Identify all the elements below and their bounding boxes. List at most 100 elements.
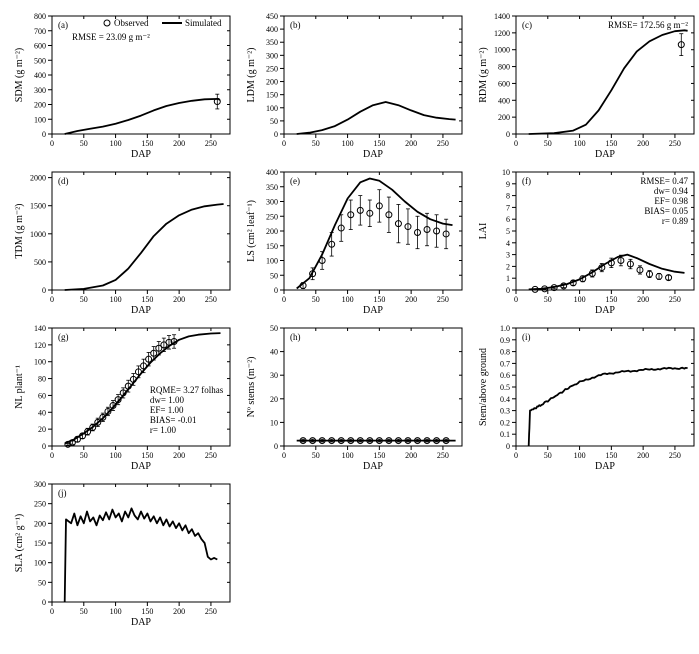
svg-text:0: 0: [282, 295, 286, 304]
simulated-line: [529, 368, 688, 446]
svg-text:250: 250: [669, 139, 681, 148]
svg-text:450: 450: [266, 12, 278, 21]
xlabel: DAP: [363, 305, 383, 316]
svg-text:30: 30: [270, 371, 278, 380]
svg-text:250: 250: [437, 295, 449, 304]
svg-text:50: 50: [312, 451, 320, 460]
svg-text:250: 250: [205, 139, 217, 148]
svg-text:5: 5: [506, 227, 510, 236]
svg-text:800: 800: [498, 63, 510, 72]
svg-text:200: 200: [173, 451, 185, 460]
svg-text:250: 250: [669, 295, 681, 304]
svg-text:2: 2: [506, 262, 510, 271]
svg-text:150: 150: [266, 242, 278, 251]
annotation: r= 0.89: [662, 216, 689, 226]
svg-text:200: 200: [405, 295, 417, 304]
svg-text:50: 50: [544, 139, 552, 148]
svg-text:100: 100: [266, 257, 278, 266]
svg-text:9: 9: [506, 180, 510, 189]
svg-text:20: 20: [38, 425, 46, 434]
svg-text:50: 50: [80, 607, 88, 616]
panel-wrapper-g: 050100150200250020406080100120140DAPNL p…: [10, 322, 236, 472]
svg-text:50: 50: [80, 139, 88, 148]
legend-simulated-label: Simulated: [185, 18, 222, 28]
svg-text:7: 7: [506, 203, 510, 212]
svg-text:700: 700: [34, 27, 46, 36]
xlabel: DAP: [131, 305, 151, 316]
svg-text:0: 0: [506, 130, 510, 139]
svg-text:100: 100: [574, 139, 586, 148]
svg-text:0: 0: [506, 286, 510, 295]
svg-text:200: 200: [405, 451, 417, 460]
simulated-line: [297, 179, 453, 289]
svg-text:1500: 1500: [30, 202, 46, 211]
svg-text:100: 100: [34, 559, 46, 568]
xlabel: DAP: [363, 461, 383, 472]
panel-j: 050100150200250050100150200250300DAPSLA …: [10, 478, 236, 628]
panel-a: 0501001502002500100200300400500600700800…: [10, 10, 236, 160]
panel-letter: (h): [290, 332, 301, 342]
svg-text:200: 200: [266, 227, 278, 236]
panel-wrapper-b: 0501001502002500501001502002503003504004…: [242, 10, 468, 160]
svg-text:250: 250: [669, 451, 681, 460]
svg-text:250: 250: [437, 139, 449, 148]
svg-text:10: 10: [502, 168, 510, 177]
svg-text:300: 300: [34, 480, 46, 489]
svg-text:120: 120: [34, 341, 46, 350]
ylabel: SLA (cm² g⁻¹): [14, 514, 25, 573]
svg-text:0.3: 0.3: [500, 407, 510, 416]
svg-text:0: 0: [514, 451, 518, 460]
svg-text:8: 8: [506, 192, 510, 201]
panel-letter: (a): [58, 20, 68, 30]
svg-text:250: 250: [266, 64, 278, 73]
svg-text:250: 250: [266, 212, 278, 221]
panel-letter: (g): [58, 332, 69, 342]
annotation: RMSE = 23.09 g m⁻²: [72, 32, 150, 42]
svg-text:1: 1: [506, 274, 510, 283]
annotation: dw= 0.94: [654, 186, 689, 196]
svg-text:800: 800: [34, 12, 46, 21]
xlabel: DAP: [131, 149, 151, 160]
panel-wrapper-e: 050100150200250050100150200250300350400D…: [242, 166, 468, 316]
svg-text:150: 150: [605, 451, 617, 460]
svg-text:150: 150: [373, 451, 385, 460]
panel-b: 0501001502002500501001502002503003504004…: [242, 10, 468, 160]
annotation: RQME= 3.27 folhas: [150, 385, 224, 395]
svg-text:50: 50: [80, 451, 88, 460]
simulated-line: [65, 508, 218, 602]
panel-letter: (b): [290, 20, 301, 30]
svg-text:600: 600: [498, 79, 510, 88]
svg-text:350: 350: [266, 38, 278, 47]
annotation: dw= 1.00: [150, 395, 185, 405]
svg-text:100: 100: [574, 451, 586, 460]
svg-text:0: 0: [282, 451, 286, 460]
xlabel: DAP: [131, 461, 151, 472]
svg-text:400: 400: [498, 96, 510, 105]
svg-text:0: 0: [42, 442, 46, 451]
svg-text:100: 100: [342, 139, 354, 148]
svg-text:50: 50: [80, 295, 88, 304]
svg-text:150: 150: [605, 139, 617, 148]
xlabel: DAP: [131, 617, 151, 628]
svg-text:100: 100: [110, 451, 122, 460]
svg-text:150: 150: [34, 539, 46, 548]
xlabel: DAP: [595, 305, 615, 316]
svg-text:250: 250: [34, 500, 46, 509]
annotation: EF= 1.00: [150, 405, 184, 415]
plot-frame: [516, 328, 694, 446]
svg-text:250: 250: [205, 607, 217, 616]
panel-c: 0501001502002500200400600800100012001400…: [474, 10, 699, 160]
simulated-line: [529, 30, 688, 134]
svg-text:600: 600: [34, 42, 46, 51]
svg-text:50: 50: [312, 295, 320, 304]
annotation: BIAS= 0.05: [644, 206, 688, 216]
svg-text:0: 0: [514, 295, 518, 304]
plot-frame: [284, 16, 462, 134]
panel-h: 05010015020025001020304050DAPNº stems (m…: [242, 322, 468, 472]
svg-text:0: 0: [50, 139, 54, 148]
annotation: RMSE= 172.56 g m⁻²: [608, 20, 688, 30]
svg-text:0: 0: [506, 442, 510, 451]
svg-text:150: 150: [605, 295, 617, 304]
svg-text:20: 20: [270, 395, 278, 404]
panel-letter: (e): [290, 176, 300, 186]
